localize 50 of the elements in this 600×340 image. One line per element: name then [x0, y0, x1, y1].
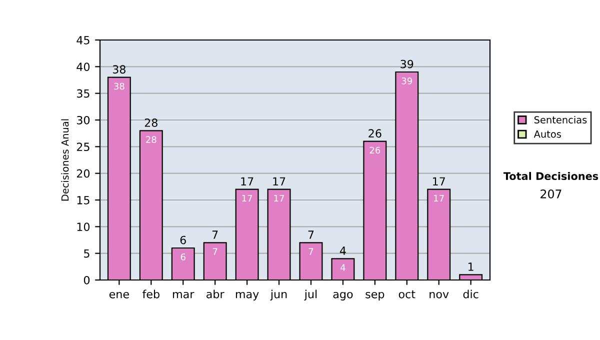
total-label: 7 — [308, 230, 314, 239]
x-tick-label: ene — [109, 292, 129, 298]
y-tick-label: 5 — [84, 249, 90, 258]
x-tick-label: mar — [173, 292, 194, 298]
x-tick-label: dic — [463, 290, 478, 298]
x-tick-label: abr — [206, 290, 224, 298]
x-tick-label: ago — [333, 292, 353, 300]
total-label: 39 — [400, 60, 414, 68]
x-tick-label: may — [236, 292, 259, 300]
x-tick-label: nov — [430, 292, 449, 298]
total-label: 28 — [144, 118, 158, 127]
data-label: 6 — [180, 253, 186, 260]
total-label: 7 — [212, 230, 218, 239]
x-tick-label: feb — [142, 290, 160, 298]
text: Total Decisiones — [503, 172, 598, 180]
y-axis-title: Decisiones Anual — [61, 119, 69, 201]
data-label: 7 — [212, 248, 218, 255]
data-label: 26 — [370, 146, 380, 154]
data-label: 28 — [146, 136, 156, 143]
y-tick-label: 40 — [76, 62, 90, 72]
data-label: 4 — [340, 264, 346, 271]
x-tick-label: jul — [304, 290, 317, 300]
y-tick-label: 35 — [76, 89, 90, 98]
data-label: 17 — [434, 194, 444, 202]
data-label: 17 — [242, 194, 252, 202]
total-label: 17 — [241, 177, 254, 186]
total-label: 38 — [112, 65, 126, 74]
total-label: 17 — [273, 177, 286, 186]
legend-label: Sentencias — [534, 116, 587, 124]
total-label: 17 — [433, 177, 445, 186]
data-label: 39 — [402, 77, 412, 84]
y-tick-label: 30 — [76, 116, 90, 124]
total-label: 6 — [180, 236, 186, 244]
y-tick-label: 15 — [77, 196, 90, 204]
data-label: 7 — [308, 248, 314, 255]
y-tick-label: 10 — [77, 222, 90, 232]
x-tick-label: jun — [270, 290, 287, 300]
legend-label: Autos — [534, 130, 561, 138]
total-label: 4 — [340, 246, 346, 255]
y-tick-label: 25 — [76, 142, 90, 152]
total-label: 1 — [468, 262, 474, 271]
y-tick-label: 45 — [76, 36, 90, 44]
x-tick-label: oct — [398, 290, 416, 298]
total-label: 26 — [368, 129, 382, 138]
x-tick-label: sep — [366, 292, 384, 300]
y-tick-label: 20 — [76, 169, 90, 178]
text: 207 — [540, 189, 562, 198]
data-label: 38 — [114, 82, 124, 90]
data-label: 17 — [274, 194, 284, 202]
y-tick-label: 0 — [84, 276, 90, 284]
